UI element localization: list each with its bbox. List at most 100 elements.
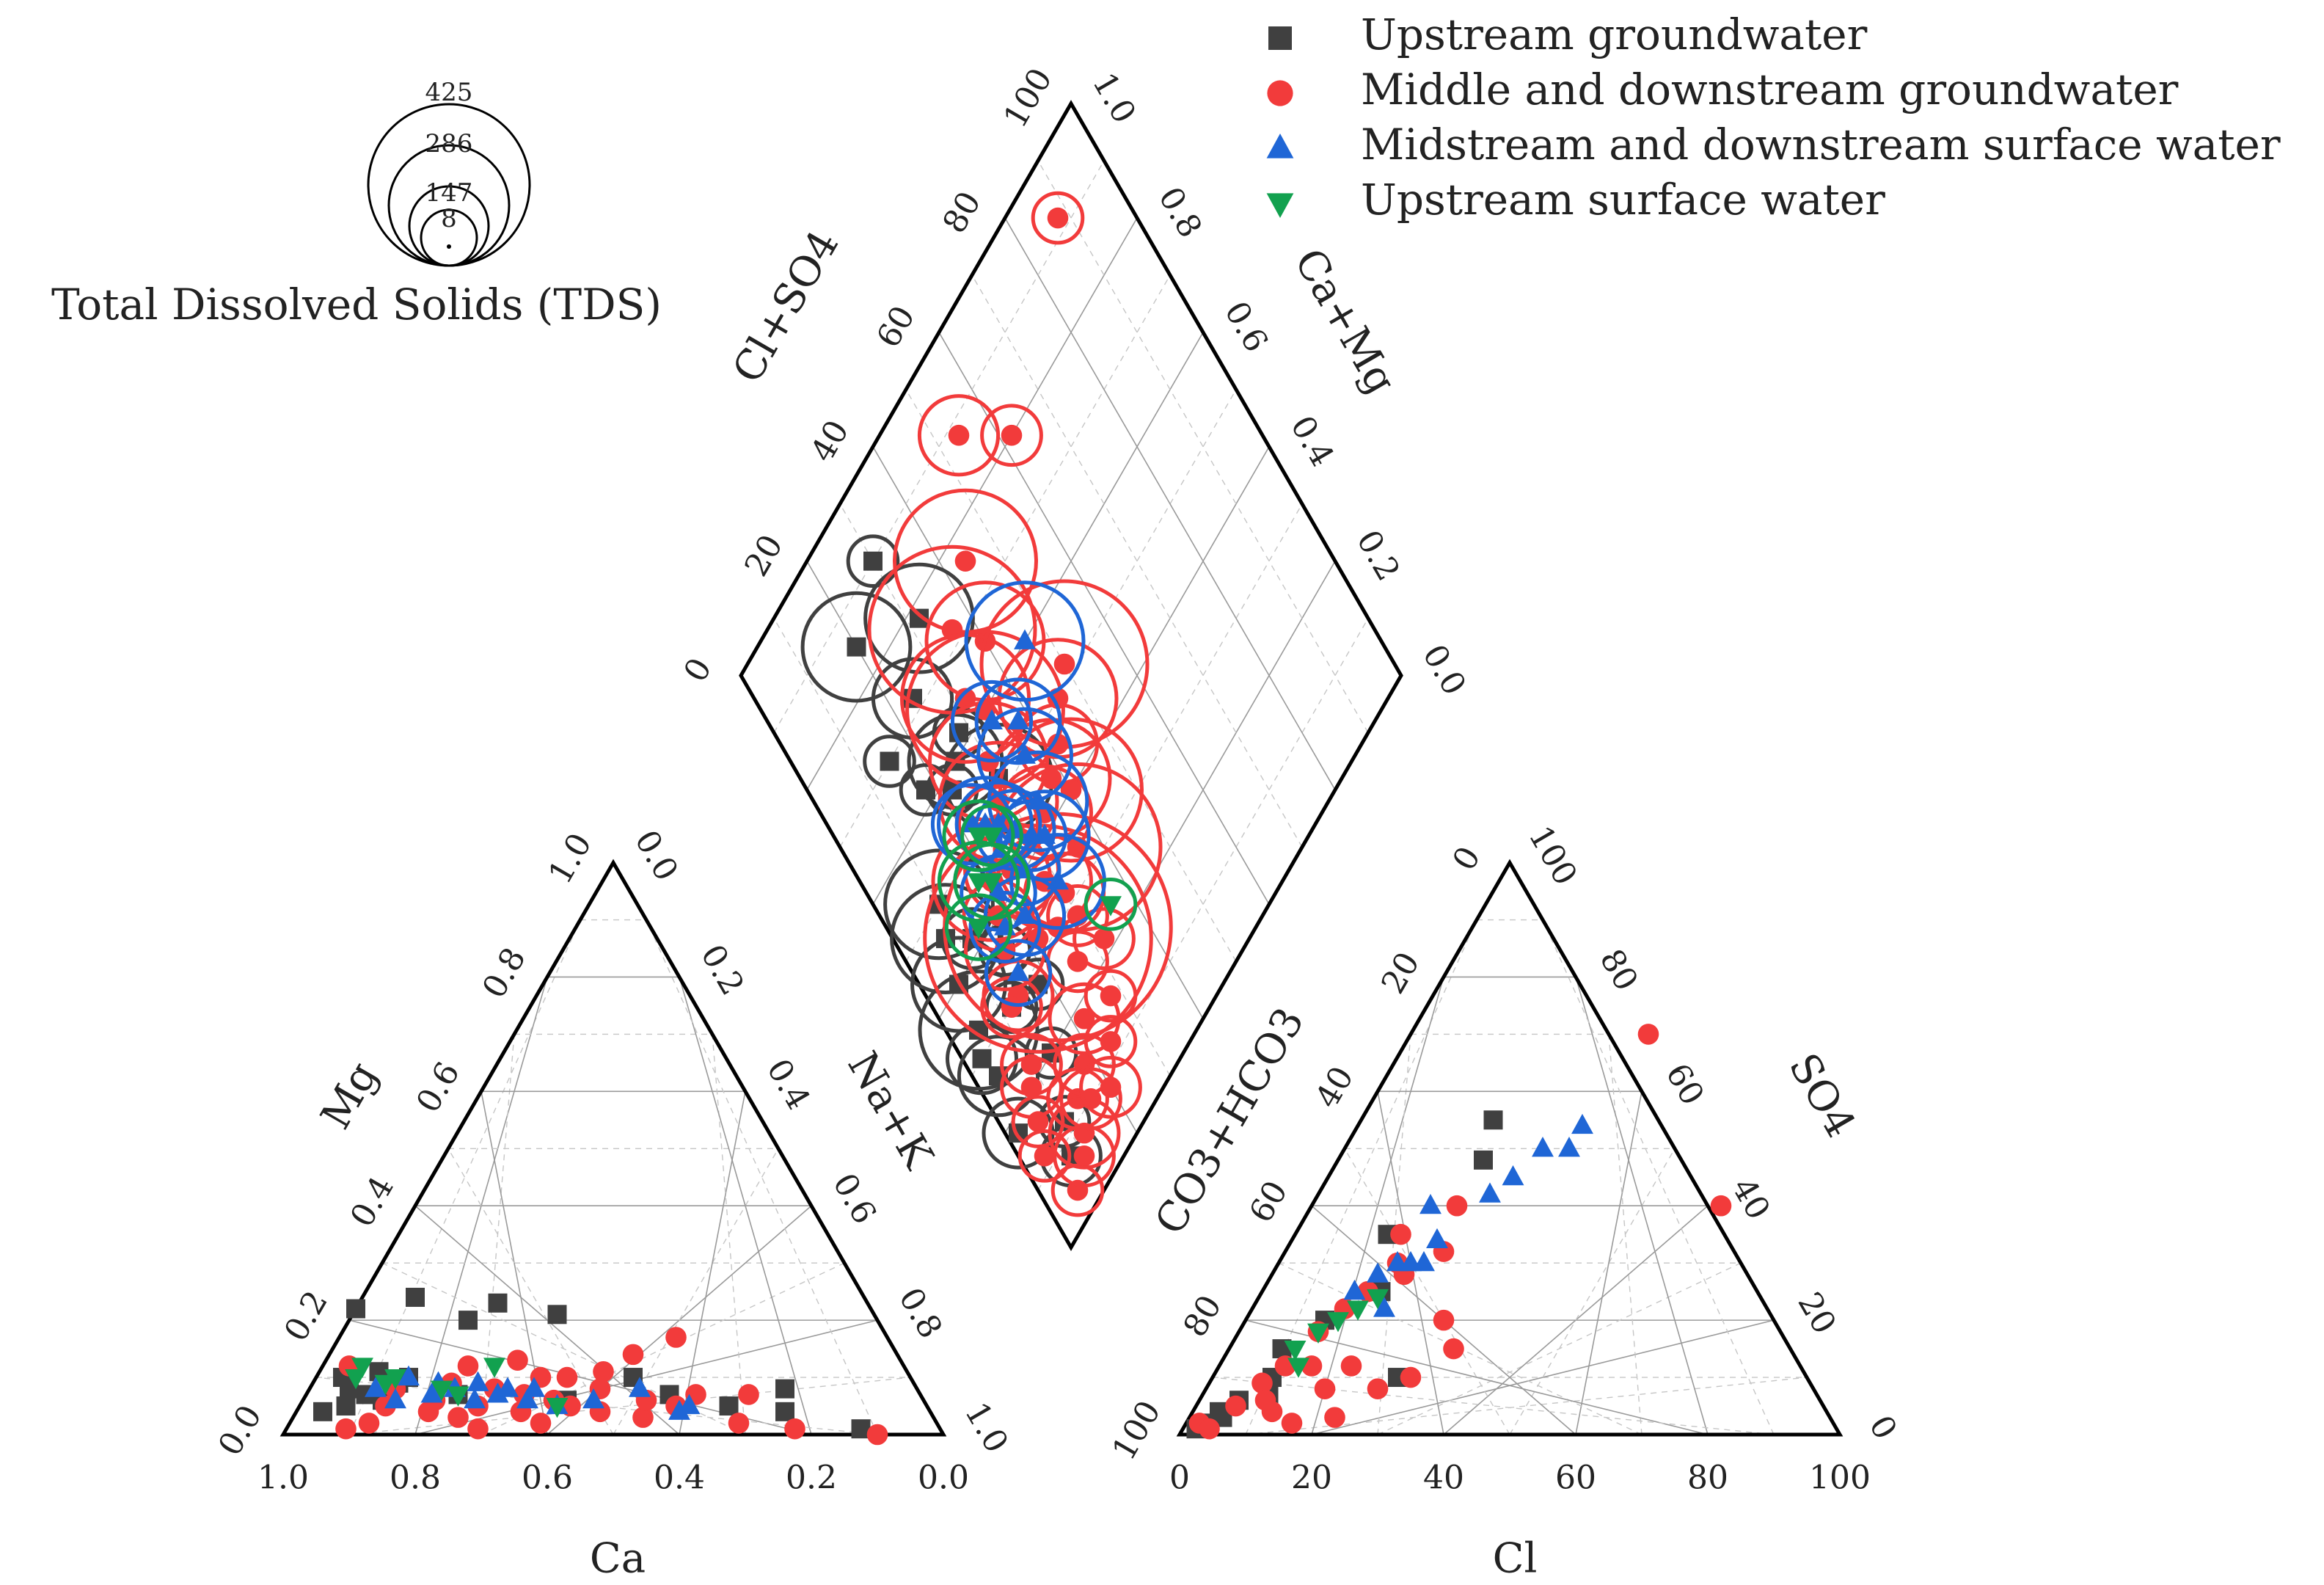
diamond-point (1093, 928, 1115, 950)
cation-point (488, 1293, 508, 1313)
diamond-right-tick: 0.2 (1349, 524, 1407, 587)
cation-grid-line (712, 1034, 746, 1435)
diamond-tds-ring (974, 677, 1062, 765)
anion-bottom-tick: 40 (1423, 1460, 1464, 1497)
cation-left-tick: 0.0 (211, 1399, 269, 1462)
diamond-tds-ring (1073, 907, 1136, 971)
cation-point (582, 1388, 604, 1409)
plot-frames (279, 100, 1844, 1437)
diamond-point (1053, 653, 1075, 675)
cation-mg-axis-label: Mg (312, 1054, 387, 1137)
tds-dot (447, 244, 451, 249)
anion-grid-line (1608, 1034, 1642, 1435)
diamond-tds-ring (998, 717, 1144, 863)
cation-left-tick: 0.8 (475, 941, 533, 1005)
diamond-point (1100, 1031, 1122, 1052)
cation-grid-line (679, 977, 812, 1435)
cation-left-tick: 1.0 (541, 827, 599, 890)
cation-point (775, 1379, 794, 1399)
cation-left-tick: 0.6 (409, 1056, 467, 1119)
diamond-tds-ring (960, 804, 1023, 867)
legend-label-upstream_groundwater: Upstream groundwater (1361, 10, 1868, 59)
diamond-right-axis-label: Ca+Mg (1285, 241, 1405, 402)
diamond-tds-ring (923, 823, 1153, 1054)
cation-point (486, 1382, 509, 1403)
diamond-tds-ring (964, 580, 1086, 702)
diamond-left-tick: 40 (803, 414, 856, 468)
diamond-point (1100, 985, 1122, 1007)
diamond-tds-ring (946, 1022, 1018, 1096)
diamond-tds-ring (883, 848, 995, 961)
cation-bottom-tick: 0.4 (654, 1460, 705, 1497)
anion-point (1532, 1137, 1554, 1157)
diamond-point (847, 637, 866, 657)
diamond-right-tick: 1.0 (1085, 67, 1143, 130)
cation-nak-axis-label: Na+K (838, 1044, 943, 1178)
cation-bottom-tick: 0.0 (918, 1460, 969, 1497)
legend-label-upstream_surface: Upstream surface water (1361, 175, 1885, 225)
cation-point (420, 1382, 443, 1403)
cation-right-tick: 0.4 (759, 1053, 817, 1116)
diamond-point (1047, 207, 1069, 229)
cation-point (516, 1388, 538, 1409)
anion-point (1426, 1228, 1448, 1249)
diamond-tds-ring (983, 874, 1067, 958)
anion-point (1254, 1389, 1276, 1411)
diamond-point (1100, 1076, 1122, 1098)
diamond-left-tick: 80 (935, 186, 988, 240)
diamond-tds-ring (1084, 878, 1138, 931)
diamond-point (1007, 709, 1029, 729)
anion-grid-line (1344, 1148, 1510, 1435)
cation-bottom-tick: 1.0 (257, 1460, 309, 1497)
cation-triangle-frame (279, 859, 947, 1437)
cation-point (313, 1402, 332, 1421)
anion-point (1281, 1413, 1303, 1434)
diamond-point (916, 780, 935, 800)
cation-point (467, 1418, 489, 1440)
cation-grid-line (447, 1148, 614, 1435)
diamond-tds-ring (863, 735, 916, 788)
anion-left-tick: 60 (1242, 1175, 1295, 1229)
cation-point (775, 1402, 794, 1421)
cation-point (384, 1369, 406, 1390)
anion-left-tick: 0 (1445, 840, 1488, 877)
diamond-tds-ring (942, 799, 1015, 872)
anion-point (1483, 1110, 1503, 1130)
anion-right-tick: 0 (1862, 1410, 1904, 1446)
diamond-point (1047, 733, 1069, 755)
diamond-point (1014, 903, 1036, 924)
anion-point (1340, 1355, 1362, 1377)
cation-bottom-tick: 0.6 (522, 1460, 573, 1497)
cation-bottom-tick: 0.2 (786, 1460, 837, 1497)
diamond-tds-ring (996, 764, 1093, 861)
anion-point (1284, 1341, 1307, 1361)
cation-point (406, 1287, 425, 1307)
legend-label-mid_down_surface: Midstream and downstream surface water (1361, 120, 2281, 170)
cation-point (351, 1358, 373, 1378)
diamond-point (1067, 950, 1089, 972)
cation-left-tick: 0.2 (277, 1285, 335, 1348)
diamond-point (1014, 743, 1036, 764)
cation-point (547, 1305, 567, 1325)
anion-right-tick: 80 (1593, 943, 1645, 997)
diamond-grid-line (938, 332, 1270, 905)
anion-point (1637, 1024, 1659, 1045)
diamond-tds-ring (800, 591, 913, 703)
diamond-right-tick: 0.4 (1283, 409, 1341, 473)
cation-point (346, 1299, 365, 1319)
cation-point (678, 1393, 701, 1415)
cation-point (457, 1355, 479, 1377)
cation-point (629, 1377, 651, 1397)
anion-point (1367, 1378, 1389, 1399)
cation-point (523, 1377, 545, 1397)
cation-point (365, 1377, 387, 1397)
diamond-tds-ring (976, 707, 1073, 804)
diamond-point (981, 709, 1003, 729)
diamond-tds-ring (917, 394, 1001, 477)
anion-point (1324, 1407, 1345, 1428)
diamond-point (1027, 1111, 1049, 1132)
diamond-tds-ring (980, 404, 1043, 467)
anion-point (1433, 1309, 1455, 1331)
diamond-tds-ring (1011, 1095, 1065, 1148)
